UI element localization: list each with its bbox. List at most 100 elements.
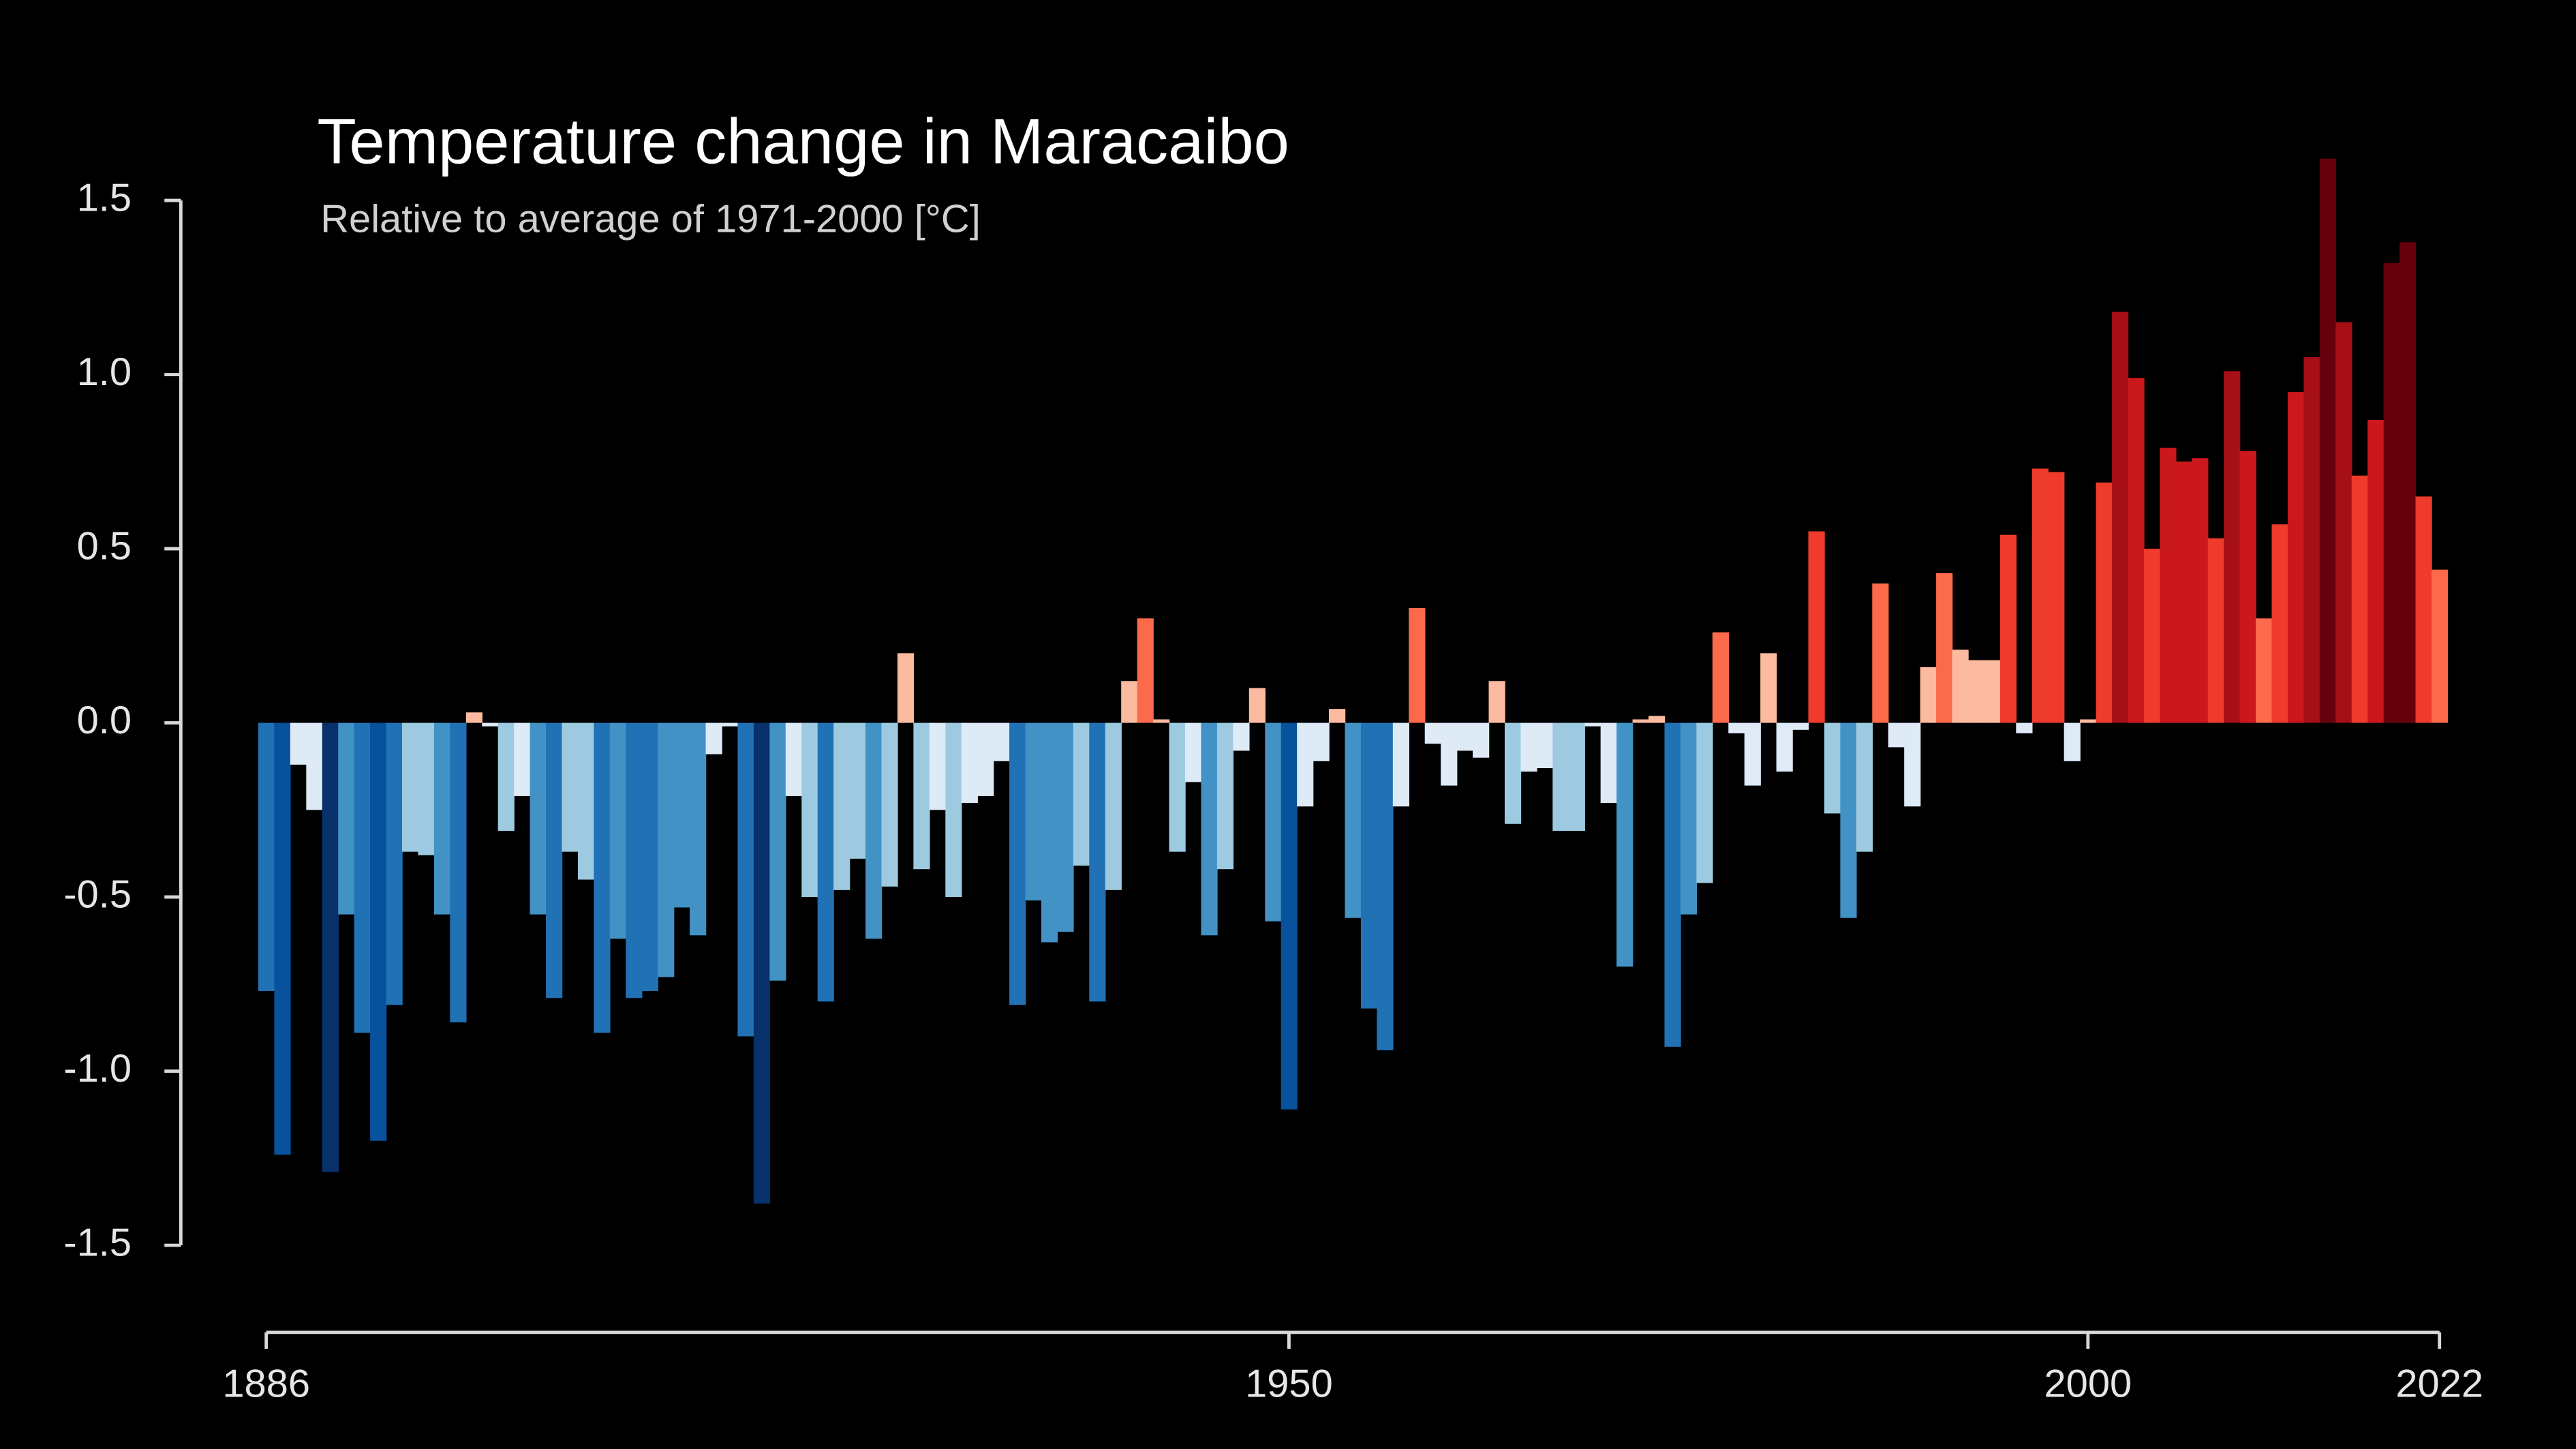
bar	[1904, 722, 1921, 807]
bar	[1488, 681, 1505, 723]
bar	[1297, 722, 1314, 807]
bar	[562, 722, 579, 852]
bar	[354, 722, 371, 1033]
bar	[1600, 722, 1617, 804]
x-tick-label: 1950	[1245, 1362, 1333, 1406]
bar	[1009, 722, 1026, 1005]
bar	[1441, 722, 1458, 786]
bar	[2287, 392, 2305, 723]
bar	[1360, 722, 1378, 1009]
bar	[673, 722, 690, 908]
chart-subtitle: Relative to average of 1971-2000 [°C]	[320, 198, 981, 241]
bar	[274, 722, 291, 1155]
bar	[402, 722, 419, 852]
bar	[1856, 722, 1873, 852]
bar	[897, 653, 915, 723]
bar	[418, 722, 435, 855]
bar	[1248, 688, 1266, 723]
x-tick-label: 2022	[2395, 1362, 2483, 1406]
bar	[1664, 722, 1681, 1047]
bar	[1776, 722, 1793, 772]
bar	[1216, 722, 1234, 870]
bar	[1424, 722, 1441, 744]
bar	[2031, 468, 2049, 723]
bar	[1792, 722, 1809, 730]
bar	[1696, 722, 1713, 883]
bar	[1265, 722, 1282, 921]
bar	[1872, 583, 1889, 723]
bar	[2351, 475, 2368, 723]
bar	[1025, 722, 1042, 901]
bar	[1920, 667, 1937, 723]
bar	[1967, 660, 1985, 723]
bar	[386, 722, 403, 1005]
bar	[913, 722, 930, 870]
bar	[497, 722, 515, 832]
bar	[2224, 371, 2241, 723]
bar	[977, 722, 994, 796]
bar	[849, 722, 866, 859]
bar	[1649, 716, 1666, 723]
bar	[1201, 722, 1218, 936]
x-tick-label: 1886	[222, 1362, 310, 1406]
bar	[769, 722, 786, 981]
bar	[2415, 496, 2432, 723]
bar	[1984, 660, 2001, 723]
bar	[1840, 722, 1857, 918]
bar	[1504, 722, 1522, 824]
bar	[2160, 447, 2177, 723]
bar	[1329, 709, 1346, 723]
bar	[1616, 722, 1634, 967]
bar	[2064, 722, 2081, 761]
y-tick-label: -1.5	[63, 1221, 132, 1264]
bar	[2128, 378, 2145, 723]
bar	[1089, 722, 1106, 1002]
bar	[1808, 531, 1825, 723]
bar	[881, 722, 898, 887]
bar	[1313, 722, 1330, 761]
bar	[2319, 158, 2337, 723]
bar	[1409, 607, 1426, 723]
bar	[2271, 524, 2288, 723]
bar	[2112, 311, 2129, 723]
bar	[1744, 722, 1761, 786]
bar	[1888, 722, 1905, 748]
bar	[2335, 322, 2352, 723]
y-tick-label: 1.0	[77, 350, 132, 394]
bar	[2367, 420, 2385, 723]
bar	[1824, 722, 1841, 814]
bar	[2399, 242, 2417, 723]
y-tick-label: -0.5	[63, 872, 132, 916]
bar	[258, 722, 275, 992]
bar	[1121, 681, 1138, 723]
bar	[609, 722, 627, 939]
bar	[1952, 650, 1969, 723]
bar	[338, 722, 355, 915]
bar	[817, 722, 834, 1002]
bar	[2431, 569, 2449, 723]
bar	[546, 722, 563, 998]
bar	[1392, 722, 1410, 807]
bar	[290, 722, 307, 765]
bar	[2143, 549, 2161, 723]
y-tick-label: 1.5	[77, 176, 132, 219]
bar	[1712, 632, 1729, 723]
bar	[801, 722, 818, 898]
bar	[1632, 719, 1649, 723]
bar	[530, 722, 547, 915]
bar	[1153, 719, 1170, 723]
bar	[2192, 458, 2209, 723]
bar	[1728, 722, 1745, 733]
y-tick-label: 0.5	[77, 524, 132, 568]
bar	[1936, 573, 1953, 723]
bar	[1137, 618, 1154, 723]
bar	[2080, 719, 2097, 723]
bar	[2175, 461, 2192, 723]
bar	[1520, 722, 1537, 772]
bar	[721, 722, 739, 727]
bar	[1345, 722, 1362, 918]
y-tick-label: 0.0	[77, 699, 132, 742]
bar	[1568, 722, 1585, 832]
y-tick-label: -1.0	[63, 1047, 132, 1090]
